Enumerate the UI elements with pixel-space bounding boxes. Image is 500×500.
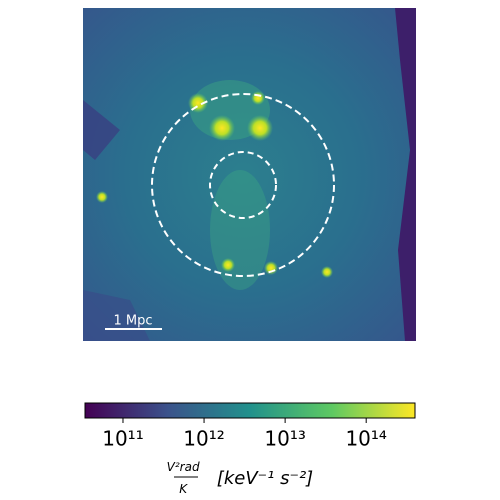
colorbar: [84, 402, 416, 419]
colorbar-label: V²rad K [keV⁻¹ s⁻²]: [167, 456, 314, 499]
scale-bar-label: 1 Mpc: [113, 314, 152, 329]
label-units: [keV⁻¹ s⁻²]: [217, 468, 313, 489]
tick-label: 10¹²: [183, 427, 224, 451]
tick-label: 10¹³: [264, 427, 305, 451]
tick-label: 10¹¹: [102, 427, 143, 451]
simulation-map: 1 Mpc: [83, 8, 416, 341]
label-numerator: V²rad: [167, 460, 200, 474]
label-denominator: K: [179, 482, 188, 496]
colorbar-ticks: 10¹¹ 10¹² 10¹³ 10¹⁴: [102, 418, 387, 451]
tick-label: 10¹⁴: [345, 427, 386, 451]
